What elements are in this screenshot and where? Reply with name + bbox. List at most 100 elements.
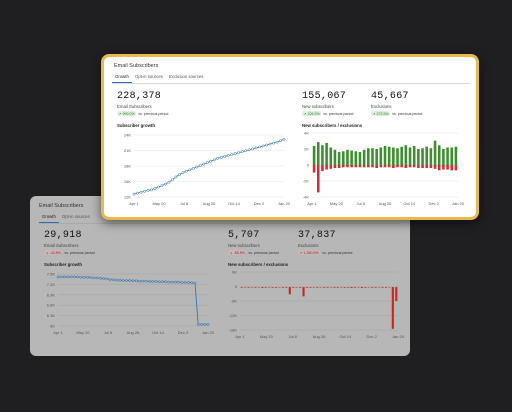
data-point <box>66 275 70 279</box>
y-tick-label: -6K <box>231 299 238 304</box>
tab-opt-in-sources[interactable]: Opt-in sources <box>134 74 163 79</box>
data-point <box>174 280 177 284</box>
bar-new-subscribers <box>433 140 437 165</box>
data-point <box>181 171 185 175</box>
bar-exclusions <box>321 165 324 172</box>
data-point <box>72 275 76 279</box>
metric-value-email-subscribers: 29,918 <box>44 230 82 241</box>
x-tick-label: Dec 2 <box>254 201 265 206</box>
chart-title-new-vs-exclusions: New subscribers / exclusions <box>228 262 289 267</box>
bar-exclusions <box>374 287 377 288</box>
bar-new-subscribers <box>404 145 408 165</box>
bar-new-subscribers <box>362 149 366 165</box>
x-tick-label: Aug 26 <box>313 334 326 339</box>
bar-exclusions <box>316 287 319 288</box>
metric-change-email-subscribers: ↗ 999.0% vs. previous period <box>117 111 168 116</box>
data-point <box>251 147 254 151</box>
bar-exclusions <box>325 165 328 170</box>
x-tick-label: Jan 20 <box>452 201 465 206</box>
subscriber-growth-chart: 12K 16K 18K 21K 24K Apr 1 May 20 Jul 8 Aug 26 Oct… <box>124 133 291 207</box>
change-badge: ↘ -43.5% <box>44 250 63 255</box>
bar-exclusions <box>354 165 358 168</box>
data-point <box>121 279 125 282</box>
bar-exclusions <box>309 287 312 288</box>
data-point <box>150 188 153 192</box>
data-point <box>202 162 206 166</box>
bar-exclusions <box>350 287 353 289</box>
tab-growth[interactable]: Growth <box>39 212 59 223</box>
tab-opt-in-sources[interactable]: Opt-in sources <box>61 214 90 219</box>
bar-exclusions <box>341 165 345 168</box>
data-point <box>247 148 251 152</box>
y-tick-label: 7.5K <box>47 272 56 277</box>
metric-change-new-subscribers: ↘ -55.5% vs. previous period <box>228 250 279 255</box>
series-line <box>133 138 285 195</box>
bar-exclusions <box>264 287 267 288</box>
tab-growth[interactable]: Growth <box>112 72 132 83</box>
metric-label-email-subscribers: Email Subscribers <box>44 243 79 248</box>
change-badge: ↗ 109.2% <box>302 111 322 116</box>
x-tick-label: Oct 14 <box>228 201 241 206</box>
bar-new-subscribers <box>425 146 429 165</box>
data-point <box>105 277 109 281</box>
bar-exclusions <box>285 287 288 288</box>
bar-exclusions <box>354 287 357 288</box>
y-tick-label: 6K <box>50 324 55 329</box>
data-point <box>134 279 138 283</box>
data-point <box>118 278 122 282</box>
x-tick-label: May 20 <box>152 201 166 206</box>
y-tick-label: 24K <box>124 133 131 138</box>
data-point <box>282 137 286 141</box>
tab-divider <box>39 223 401 224</box>
x-tick-label: Dec 2 <box>178 330 189 335</box>
x-tick-label: Jul 8 <box>288 334 297 339</box>
y-tick-label: -4K <box>303 195 310 200</box>
data-point <box>205 161 209 165</box>
bar-exclusions <box>329 165 333 169</box>
bar-exclusions <box>240 287 243 288</box>
y-tick-label: 7.2K <box>47 282 56 287</box>
bar-exclusions <box>367 165 370 168</box>
x-tick-label: Jul 8 <box>180 201 189 206</box>
x-tick-label: Aug 26 <box>127 330 140 335</box>
bar-exclusions <box>450 165 454 171</box>
bar-exclusions <box>275 287 278 288</box>
series-line <box>58 276 208 325</box>
bar-new-subscribers <box>446 147 449 165</box>
tab-exclusion-sources[interactable]: Exclusion sources <box>168 74 204 79</box>
metric-value-exclusions: 45,667 <box>371 91 409 102</box>
y-tick-label: -12K <box>229 313 238 318</box>
data-point <box>146 188 150 192</box>
bar-exclusions <box>387 165 391 168</box>
change-period: vs. previous period <box>392 111 423 116</box>
y-tick-label: 2K <box>304 147 309 152</box>
data-point <box>209 159 213 163</box>
bar-new-subscribers <box>358 152 362 165</box>
data-point <box>203 323 207 326</box>
bar-exclusions <box>395 287 398 301</box>
data-point <box>125 279 128 282</box>
bar-exclusions <box>346 165 349 168</box>
change-period: vs. previous period <box>64 250 95 255</box>
x-tick-label: Jul 8 <box>104 330 113 335</box>
tab-bar: Growth Opt-in sources <box>39 212 93 223</box>
bar-new-subscribers <box>312 145 316 165</box>
x-tick-label: Aug 26 <box>379 201 392 206</box>
data-point <box>147 280 151 283</box>
bar-new-subscribers <box>421 148 424 165</box>
bar-exclusions <box>305 287 309 288</box>
bar-exclusions <box>261 287 264 289</box>
data-point <box>230 153 234 156</box>
data-point <box>275 140 279 144</box>
metric-change-exclusions: ↗ 272.5% vs. previous period <box>371 111 422 116</box>
bar-new-subscribers <box>429 148 433 165</box>
data-point <box>115 278 119 282</box>
metric-label-new-subscribers: New subscribers <box>302 104 334 109</box>
data-point <box>244 149 247 153</box>
x-tick-label: May 20 <box>76 330 90 335</box>
data-point <box>183 281 187 284</box>
y-tick-label: -2K <box>303 179 310 184</box>
x-tick-label: Jan 20 <box>202 330 215 335</box>
